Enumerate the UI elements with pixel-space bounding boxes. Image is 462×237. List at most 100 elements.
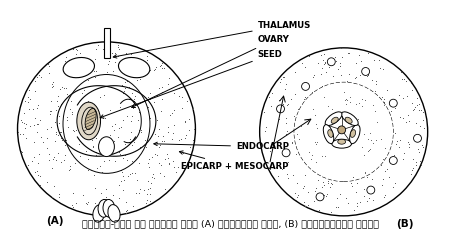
Ellipse shape xyxy=(325,112,342,126)
Circle shape xyxy=(282,149,290,157)
Point xyxy=(349,96,357,99)
Point xyxy=(146,157,153,161)
Point xyxy=(402,79,410,83)
Point xyxy=(310,73,318,77)
Point xyxy=(422,113,430,117)
Point xyxy=(64,92,71,96)
Point xyxy=(420,126,427,130)
Ellipse shape xyxy=(350,130,356,137)
Point xyxy=(128,159,136,163)
Point xyxy=(337,47,345,50)
Point xyxy=(22,123,30,126)
Point xyxy=(106,136,114,140)
Point xyxy=(416,164,423,168)
Point xyxy=(118,168,125,172)
Point xyxy=(365,149,372,152)
Point xyxy=(128,114,135,118)
Point xyxy=(108,143,115,146)
Point xyxy=(408,101,416,105)
Point xyxy=(395,145,403,149)
Point xyxy=(392,106,399,109)
Point xyxy=(412,163,419,167)
Point xyxy=(91,57,98,60)
Point xyxy=(409,108,417,112)
Point xyxy=(122,51,129,55)
Point xyxy=(373,120,380,123)
Point xyxy=(147,116,154,120)
Point xyxy=(121,80,128,84)
Point xyxy=(296,115,304,118)
Point xyxy=(283,129,291,133)
Point xyxy=(47,109,55,113)
Point xyxy=(370,141,377,145)
Text: EPICARP + MESOCARP: EPICARP + MESOCARP xyxy=(179,151,288,171)
Point xyxy=(79,91,86,95)
Point xyxy=(351,208,358,211)
Point xyxy=(69,128,76,132)
Point xyxy=(61,143,69,147)
Point xyxy=(45,64,52,68)
Point xyxy=(150,68,157,71)
Point xyxy=(325,161,332,165)
Point xyxy=(146,68,154,72)
Point xyxy=(160,66,168,70)
Point xyxy=(98,212,106,215)
Point xyxy=(178,96,185,99)
Point xyxy=(66,167,73,171)
Point xyxy=(146,91,154,94)
Circle shape xyxy=(338,126,346,134)
Point xyxy=(181,120,188,124)
Point xyxy=(97,191,104,195)
Point xyxy=(60,86,67,90)
Point xyxy=(121,154,128,157)
Point xyxy=(277,81,284,84)
Point xyxy=(136,77,144,81)
Point xyxy=(65,168,73,172)
Point xyxy=(189,107,197,111)
Point xyxy=(402,120,410,124)
Point xyxy=(408,81,415,85)
Point xyxy=(128,143,135,147)
Text: OVARY: OVARY xyxy=(132,36,290,108)
Point xyxy=(376,99,383,103)
Point xyxy=(73,128,80,132)
Point xyxy=(342,135,350,139)
Point xyxy=(353,178,361,181)
Point xyxy=(290,173,297,177)
Point xyxy=(132,191,140,195)
Point xyxy=(115,48,122,51)
Point xyxy=(343,102,350,106)
Point xyxy=(381,98,388,101)
Point xyxy=(74,62,81,65)
Point xyxy=(297,124,304,128)
Point xyxy=(164,125,171,129)
Point xyxy=(59,138,66,142)
Point xyxy=(367,131,374,135)
Point xyxy=(416,124,424,128)
Point xyxy=(152,67,159,70)
Point xyxy=(100,93,108,97)
Point xyxy=(111,60,119,64)
Point xyxy=(170,159,177,163)
Point xyxy=(29,107,36,111)
Point xyxy=(48,85,55,89)
Point xyxy=(380,120,388,123)
Point xyxy=(372,138,380,142)
Point xyxy=(164,82,171,86)
Point xyxy=(285,102,292,105)
Point xyxy=(341,131,349,135)
Point xyxy=(179,151,186,155)
Point xyxy=(32,170,39,174)
Point xyxy=(360,194,367,197)
Point xyxy=(373,136,381,139)
Point xyxy=(395,93,402,96)
Point xyxy=(318,154,326,158)
Point xyxy=(185,128,193,132)
Point xyxy=(188,103,195,107)
Point xyxy=(284,160,292,164)
Point xyxy=(36,174,44,178)
Point xyxy=(338,90,345,94)
Point xyxy=(327,185,334,189)
Point xyxy=(313,140,321,144)
Point xyxy=(91,76,99,79)
